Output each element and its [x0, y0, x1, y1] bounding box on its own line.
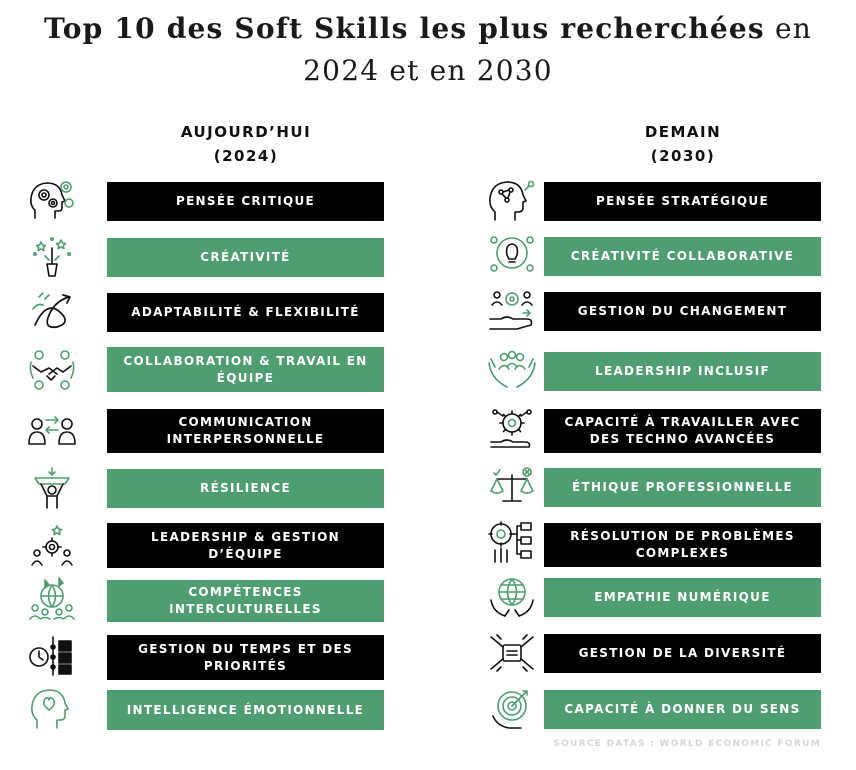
title-line2: 2024 et en 2030	[303, 54, 553, 87]
column-heading-tomorrow-label: DEMAIN	[644, 123, 722, 141]
source-credit: SOURCE DATAS : WORLD ECONOMIC FORUM	[553, 739, 821, 749]
title-normal: en	[775, 12, 813, 45]
handshake-team-icon	[27, 348, 77, 392]
skill-today-6: RÉSILIENCE	[107, 469, 384, 508]
sparkle-stars-icon	[27, 234, 77, 278]
balance-scale-icon	[487, 465, 537, 509]
column-heading-today: AUJOURD’HUI (2024)	[108, 120, 384, 168]
globe-hands-icon	[487, 576, 537, 620]
person-lifting-icon	[27, 466, 77, 510]
title-bold: Top 10 des Soft Skills les plus recherch…	[43, 12, 765, 45]
skill-tomorrow-2: CRÉATIVITÉ COLLABORATIVE	[544, 237, 821, 276]
skill-today-5: COMMUNICATION INTERPERSONNELLE	[107, 409, 384, 453]
joined-hands-icon	[487, 631, 537, 675]
globe-people-icon	[27, 576, 77, 620]
skill-tomorrow-9: GESTION DE LA DIVERSITÉ	[544, 634, 821, 673]
hand-tech-gear-icon	[487, 406, 537, 450]
skill-today-8: COMPÉTENCES INTERCULTURELLES	[107, 580, 384, 622]
skill-today-2: CRÉATIVITÉ	[107, 238, 384, 277]
target-hand-icon	[487, 686, 537, 730]
skill-today-10: INTELLIGENCE ÉMOTIONNELLE	[107, 690, 384, 730]
skill-today-7: LEADERSHIP & GESTION D’ÉQUIPE	[107, 523, 384, 568]
page-title: Top 10 des Soft Skills les plus recherch…	[0, 8, 856, 92]
skill-tomorrow-10: CAPACITÉ À DONNER DU SENS	[544, 690, 821, 729]
skill-tomorrow-1: PENSÉE STRATÉGIQUE	[544, 182, 821, 221]
skill-today-4: COLLABORATION & TRAVAIL EN ÉQUIPE	[107, 347, 384, 392]
skill-tomorrow-3: GESTION DU CHANGEMENT	[544, 292, 821, 331]
column-heading-today-year: (2024)	[213, 147, 279, 165]
lightbulb-team-icon	[487, 233, 537, 277]
problem-solving-icon	[487, 520, 537, 564]
skill-today-3: ADAPTABILITÉ & FLEXIBILITÉ	[107, 293, 384, 332]
flexible-arrows-icon	[27, 289, 77, 333]
skill-tomorrow-7: RÉSOLUTION DE PROBLÈMES COMPLEXES	[544, 523, 821, 567]
skill-today-9: GESTION DU TEMPS ET DES PRIORITÉS	[107, 635, 384, 680]
skill-tomorrow-5: CAPACITÉ À TRAVAILLER AVEC DES TECHNO AV…	[544, 409, 821, 453]
hands-group-icon	[487, 349, 537, 393]
hand-gear-people-icon	[487, 289, 537, 333]
skill-today-1: PENSÉE CRITIQUE	[107, 182, 384, 221]
clock-checklist-icon	[27, 633, 77, 677]
head-gears-icon	[27, 178, 77, 222]
head-network-icon	[487, 178, 537, 222]
column-heading-today-label: AUJOURD’HUI	[180, 123, 312, 141]
column-heading-tomorrow-year: (2030)	[650, 147, 716, 165]
leader-star-icon	[27, 523, 77, 567]
column-heading-tomorrow: DEMAIN (2030)	[545, 120, 821, 168]
skill-tomorrow-4: LEADERSHIP INCLUSIF	[544, 352, 821, 391]
head-heart-icon	[27, 686, 77, 730]
people-exchange-icon	[27, 410, 77, 454]
skill-tomorrow-8: EMPATHIE NUMÉRIQUE	[544, 578, 821, 617]
skill-tomorrow-6: ÉTHIQUE PROFESSIONNELLE	[544, 468, 821, 507]
